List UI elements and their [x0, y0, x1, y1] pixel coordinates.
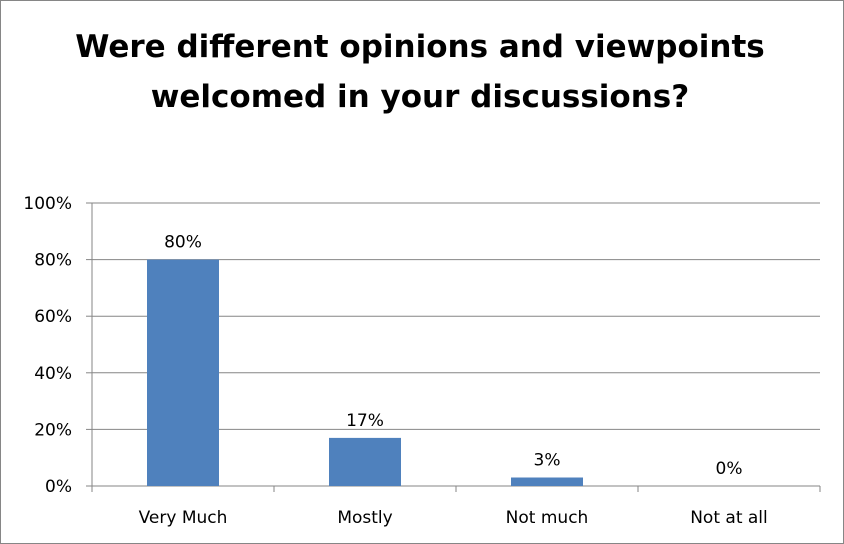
y-tick-label: 100%: [23, 194, 72, 214]
bar: [329, 437, 401, 486]
bar: [511, 477, 583, 486]
chart-title: Were different opinions and viewpoints w…: [75, 29, 765, 115]
y-tick-label: 40%: [34, 364, 72, 384]
data-label: 17%: [346, 411, 384, 431]
data-label: 0%: [716, 459, 743, 479]
data-label: 3%: [534, 451, 561, 471]
y-tick-label: 80%: [34, 251, 72, 271]
data-label: 80%: [164, 233, 202, 253]
bar: [147, 259, 219, 486]
y-tick-label: 0%: [45, 477, 72, 497]
y-tick-label: 60%: [34, 307, 72, 327]
x-tick-label: Mostly: [337, 508, 392, 528]
x-tick-label: Not at all: [690, 508, 768, 528]
x-tick-label: Not much: [506, 508, 589, 528]
x-tick-label: Very Much: [139, 508, 228, 528]
y-tick-label: 20%: [34, 420, 72, 440]
